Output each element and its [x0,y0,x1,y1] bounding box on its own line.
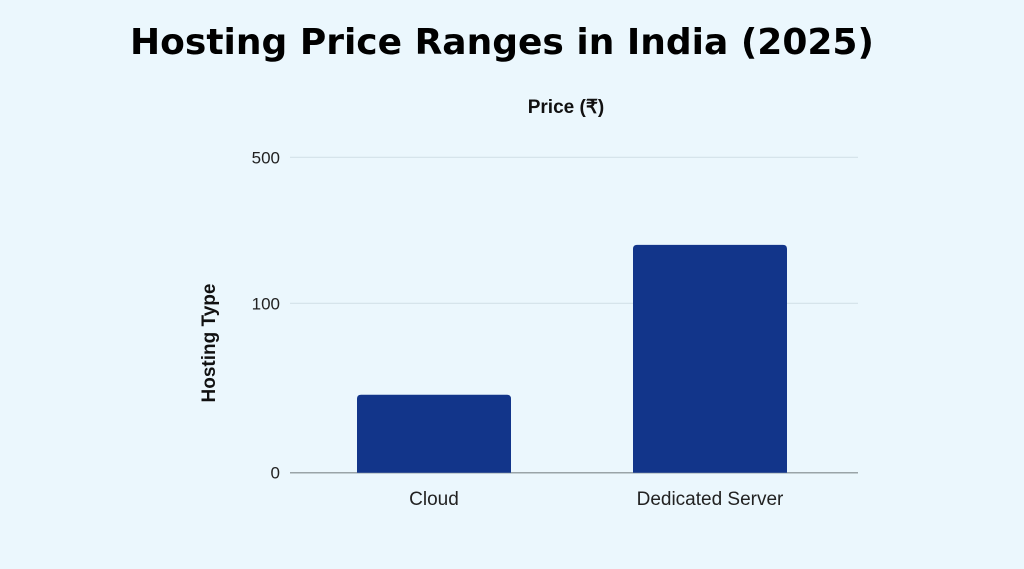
y-tick-label: 100 [252,294,280,313]
top-axis-label: Price (₹) [528,97,605,118]
bar-cloud [357,394,511,473]
y-axis-label: Hosting Type [199,284,220,403]
chart-title: Hosting Price Ranges in India (2025) [130,22,874,63]
y-tick-label: 0 [271,464,280,483]
x-tick-label: Cloud [409,489,459,510]
x-tick-label: Dedicated Server [637,489,784,510]
y-tick-label: 500 [252,148,280,167]
bar-dedicated-server [633,244,787,473]
